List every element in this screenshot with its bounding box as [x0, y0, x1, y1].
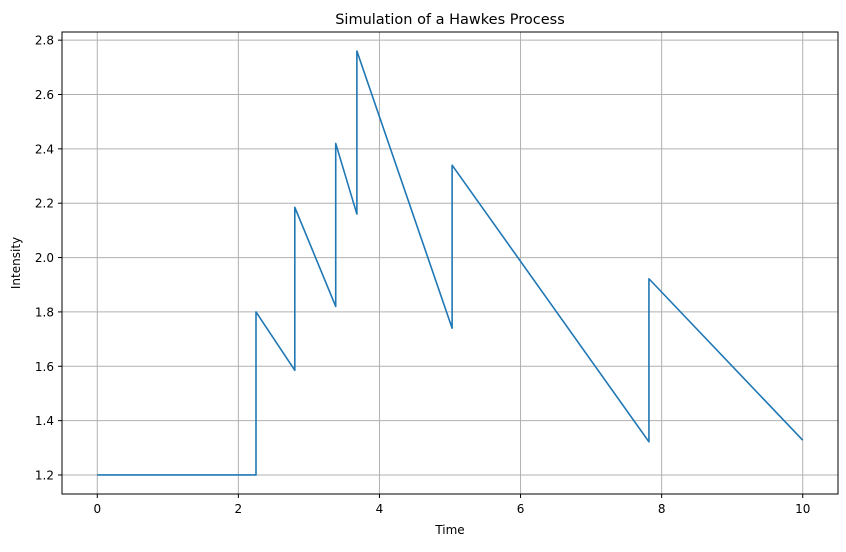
y-tick-label: 2.8 — [35, 34, 54, 48]
y-tick-label: 1.8 — [35, 305, 54, 319]
chart-title: Simulation of a Hawkes Process — [335, 12, 565, 28]
ticks: 0 2 4 6 8 10 1.2 1.4 1.6 1.8 2.0 2.2 2.4 2.6 2.8 — [35, 34, 810, 516]
y-tick-label: 2.0 — [35, 251, 54, 265]
x-tick-label: 8 — [658, 502, 666, 516]
x-tick-label: 6 — [517, 502, 525, 516]
series-layer — [97, 51, 802, 475]
plot-area-border — [62, 32, 838, 494]
y-tick-label: 1.2 — [35, 468, 54, 482]
grid — [62, 32, 838, 494]
y-tick-label: 2.2 — [35, 197, 54, 211]
y-tick-label: 2.6 — [35, 88, 54, 102]
axes-frame — [62, 32, 838, 494]
y-tick-label: 1.4 — [35, 414, 54, 428]
series-line — [97, 51, 802, 475]
y-axis-label: Intensity — [9, 237, 23, 289]
y-tick-label: 2.4 — [35, 142, 54, 156]
x-tick-label: 4 — [376, 502, 384, 516]
x-tick-label: 2 — [235, 502, 243, 516]
y-tick-label: 1.6 — [35, 360, 54, 374]
x-tick-label: 0 — [93, 502, 101, 516]
x-axis-label: Time — [434, 523, 464, 537]
x-tick-label: 10 — [795, 502, 810, 516]
